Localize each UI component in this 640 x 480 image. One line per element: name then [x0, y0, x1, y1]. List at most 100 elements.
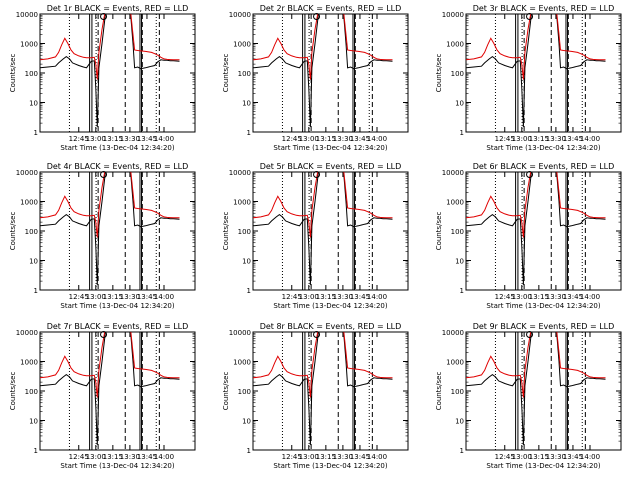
y-tick-label: 10000 — [16, 329, 38, 337]
x-tick-label: 12:45 — [495, 453, 515, 461]
x-tick-label: 12:45 — [495, 293, 515, 301]
series-line-lld — [466, 172, 606, 238]
x-tick-label: 13:30 — [546, 135, 566, 143]
y-tick-label: 1000 — [233, 359, 251, 367]
x-tick-label: 12:45 — [282, 453, 302, 461]
plot-frame — [39, 13, 196, 133]
series-group — [466, 172, 606, 285]
y-tick-label: 1000 — [20, 359, 38, 367]
x-axis-label: Start Time (13-Dec-04 12:34:20) — [486, 144, 600, 152]
y-tick-label: 10 — [29, 100, 38, 108]
y-axis-label: Counts/sec — [435, 372, 443, 411]
x-tick-label: 12:45 — [69, 453, 89, 461]
x-tick-label: 14:00 — [580, 293, 600, 301]
y-tick-label: 100 — [25, 228, 38, 236]
y-tick-label: 1 — [460, 129, 464, 137]
y-tick-label: 100 — [238, 388, 251, 396]
x-tick-label: 13:00 — [86, 453, 106, 461]
x-tick-label: 13:15 — [103, 293, 123, 301]
circle-marker — [100, 331, 108, 338]
y-tick-label: 10 — [29, 418, 38, 426]
series-group — [253, 172, 393, 285]
y-tick-label: 100 — [451, 388, 464, 396]
panel-title: Det 5r BLACK = Events, RED = LLD — [260, 162, 402, 171]
y-tick-label: 10 — [455, 258, 464, 266]
x-axis-label: Start Time (13-Dec-04 12:34:20) — [273, 462, 387, 470]
series-line-events — [253, 14, 393, 127]
panel-4: Det 4r BLACK = Events, RED = LLD 1 10 100 10… — [9, 162, 196, 310]
x-tick-label: 13:00 — [299, 293, 319, 301]
y-tick-label: 1 — [34, 447, 38, 455]
x-tick-label: 13:00 — [86, 135, 106, 143]
x-tick-label: 14:00 — [580, 135, 600, 143]
series-line-lld — [253, 332, 393, 398]
panel-6: Det 6r BLACK = Events, RED = LLD 1 10 100 10… — [435, 162, 622, 310]
x-tick-label: 13:45 — [350, 453, 370, 461]
y-tick-label: 10000 — [229, 169, 251, 177]
plot-frame — [465, 331, 622, 451]
y-tick-label: 10 — [455, 418, 464, 426]
y-tick-label: 1000 — [233, 199, 251, 207]
x-tick-label: 14:00 — [367, 135, 387, 143]
y-axis-label: Counts/sec — [9, 372, 17, 411]
series-line-lld — [40, 14, 180, 80]
y-axis-label: Counts/sec — [222, 54, 230, 93]
x-tick-label: 14:00 — [367, 293, 387, 301]
x-axis-label: Start Time (13-Dec-04 12:34:20) — [60, 144, 174, 152]
series-group — [253, 332, 393, 445]
y-tick-label: 1000 — [446, 359, 464, 367]
series-line-events — [466, 172, 606, 285]
x-tick-label: 14:00 — [154, 293, 174, 301]
x-axis-label: Start Time (13-Dec-04 12:34:20) — [486, 302, 600, 310]
x-tick-label: 12:45 — [69, 293, 89, 301]
y-tick-label: 1 — [34, 287, 38, 295]
series-line-lld — [40, 332, 180, 398]
x-axis-label: Start Time (13-Dec-04 12:34:20) — [60, 302, 174, 310]
panel-title: Det 4r BLACK = Events, RED = LLD — [47, 162, 189, 171]
circle-marker — [526, 171, 534, 178]
x-tick-label: 13:00 — [512, 293, 532, 301]
x-tick-label: 12:45 — [495, 135, 515, 143]
x-tick-label: 13:30 — [546, 453, 566, 461]
x-tick-label: 13:00 — [512, 453, 532, 461]
x-tick-label: 13:45 — [137, 293, 157, 301]
x-tick-label: 13:45 — [350, 293, 370, 301]
circle-marker — [100, 171, 108, 178]
x-axis-label: Start Time (13-Dec-04 12:34:20) — [273, 302, 387, 310]
series-line-events — [40, 172, 180, 285]
y-tick-label: 10000 — [16, 169, 38, 177]
x-tick-label: 13:30 — [120, 135, 140, 143]
series-group — [253, 14, 393, 127]
x-tick-label: 14:00 — [154, 135, 174, 143]
x-tick-label: 13:15 — [529, 453, 549, 461]
x-axis-label: Start Time (13-Dec-04 12:34:20) — [60, 462, 174, 470]
circle-marker — [313, 331, 321, 338]
y-tick-label: 1 — [460, 287, 464, 295]
y-tick-label: 100 — [25, 388, 38, 396]
x-tick-label: 13:45 — [563, 453, 583, 461]
plot-frame — [252, 171, 409, 291]
y-axis-label: Counts/sec — [222, 212, 230, 251]
series-line-lld — [40, 172, 180, 238]
y-tick-label: 100 — [238, 228, 251, 236]
x-tick-label: 13:15 — [529, 135, 549, 143]
plot-frame — [465, 13, 622, 133]
y-tick-label: 100 — [451, 228, 464, 236]
x-tick-label: 13:30 — [333, 135, 353, 143]
circle-marker — [100, 13, 108, 20]
x-tick-label: 13:45 — [563, 135, 583, 143]
panel-title: Det 2r BLACK = Events, RED = LLD — [260, 4, 402, 13]
series-group — [40, 332, 180, 445]
series-line-lld — [253, 172, 393, 238]
x-tick-label: 14:00 — [154, 453, 174, 461]
x-tick-label: 13:30 — [333, 293, 353, 301]
series-line-events — [253, 172, 393, 285]
y-tick-label: 100 — [451, 70, 464, 78]
panel-1: Det 1r BLACK = Events, RED = LLD 1 10 100 10… — [9, 4, 196, 152]
panel-title: Det 8r BLACK = Events, RED = LLD — [260, 322, 402, 331]
panel-3: Det 3r BLACK = Events, RED = LLD 1 10 100 10… — [435, 4, 622, 152]
x-tick-label: 12:45 — [282, 135, 302, 143]
y-tick-label: 10 — [455, 100, 464, 108]
x-tick-label: 13:15 — [316, 293, 336, 301]
panel-title: Det 7r BLACK = Events, RED = LLD — [47, 322, 189, 331]
